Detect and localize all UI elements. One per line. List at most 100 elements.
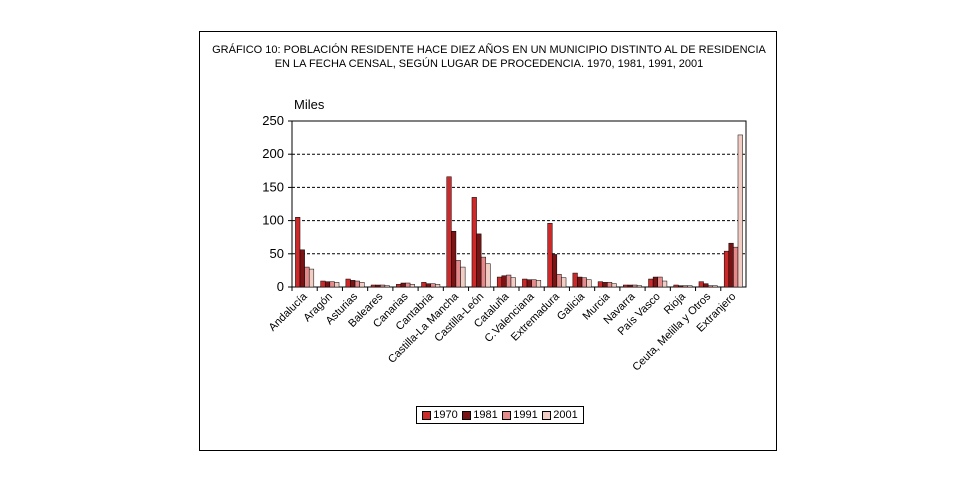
bar-1970 bbox=[673, 284, 679, 288]
bar-1970 bbox=[698, 281, 704, 288]
bar-1970 bbox=[471, 197, 477, 288]
bar-1991 bbox=[480, 256, 487, 288]
bar-1991 bbox=[632, 284, 638, 288]
y-tick-label: 250 bbox=[262, 113, 284, 128]
bar-1981 bbox=[728, 242, 734, 288]
bar-2001 bbox=[384, 285, 390, 288]
legend-item-1981: 1981 bbox=[462, 409, 498, 421]
bar-1991 bbox=[380, 284, 386, 288]
legend-swatch bbox=[462, 410, 472, 420]
bar-2001 bbox=[409, 284, 415, 288]
legend-label: 1970 bbox=[433, 409, 458, 421]
bar-1981 bbox=[501, 275, 507, 288]
bar-1991 bbox=[556, 274, 562, 288]
bar-1991 bbox=[506, 274, 512, 288]
bar-2001 bbox=[308, 268, 315, 288]
chart-title-line-1: GRÁFICO 10: POBLACIÓN RESIDENTE HACE DIE… bbox=[212, 44, 766, 56]
bar-1981 bbox=[602, 282, 608, 288]
bar-1991 bbox=[581, 277, 587, 288]
bar-1981 bbox=[652, 276, 658, 288]
bar-1991 bbox=[405, 282, 411, 288]
bar-2001 bbox=[561, 277, 567, 288]
chart-title-line-2: EN LA FECHA CENSAL, SEGÚN LUGAR DE PROCE… bbox=[274, 58, 704, 70]
bar-1991 bbox=[682, 285, 688, 288]
legend-swatch bbox=[542, 410, 552, 420]
bar-1970 bbox=[496, 276, 503, 288]
bar-1991 bbox=[329, 281, 335, 288]
bar-1981 bbox=[400, 282, 406, 288]
legend-item-1970: 1970 bbox=[422, 409, 458, 421]
bar-2001 bbox=[586, 279, 592, 288]
plot-area bbox=[291, 120, 747, 288]
bar-1981 bbox=[476, 233, 482, 288]
x-tick-label: Andalucía bbox=[267, 290, 311, 334]
bar-1970 bbox=[345, 278, 351, 288]
bar-1981 bbox=[703, 283, 709, 288]
bar-1991 bbox=[455, 260, 461, 288]
legend-swatch bbox=[422, 410, 432, 420]
bar-2001 bbox=[662, 280, 668, 288]
bar-1970 bbox=[396, 284, 402, 288]
bar-1970 bbox=[446, 176, 452, 288]
bar-1970 bbox=[572, 272, 578, 288]
bar-1981 bbox=[350, 280, 356, 288]
legend-label: 1991 bbox=[513, 409, 538, 421]
bar-1991 bbox=[531, 279, 537, 288]
bar-1970 bbox=[295, 217, 301, 288]
bar-1970 bbox=[648, 278, 654, 288]
bar-2001 bbox=[510, 277, 516, 288]
bar-1970 bbox=[370, 284, 376, 288]
bar-1991 bbox=[657, 276, 663, 288]
bar-2001 bbox=[334, 282, 340, 288]
bar-1981 bbox=[324, 281, 331, 288]
legend-label: 2001 bbox=[553, 409, 578, 421]
bar-2001 bbox=[687, 285, 693, 288]
bar-chart: Miles050100150200250AndalucíaAragónAstur… bbox=[262, 97, 747, 373]
bar-2001 bbox=[636, 285, 642, 288]
bar-1970 bbox=[723, 250, 730, 288]
bar-1981 bbox=[577, 276, 583, 288]
bar-1991 bbox=[707, 285, 714, 288]
bar-1981 bbox=[551, 254, 558, 288]
y-tick-label: 200 bbox=[262, 146, 284, 161]
legend-label: 1981 bbox=[473, 409, 498, 421]
bar-1981 bbox=[526, 279, 532, 288]
bar-1991 bbox=[304, 266, 310, 288]
bar-2001 bbox=[535, 280, 542, 288]
y-axis-label: Miles bbox=[294, 97, 325, 112]
y-tick-label: 150 bbox=[262, 179, 284, 194]
bar-1981 bbox=[375, 284, 381, 288]
bar-1970 bbox=[623, 284, 629, 288]
bar-1981 bbox=[627, 284, 633, 288]
bar-1991 bbox=[354, 280, 360, 288]
bar-1981 bbox=[451, 230, 457, 288]
bar-1981 bbox=[299, 249, 305, 288]
bar-1981 bbox=[425, 283, 431, 288]
bar-2001 bbox=[435, 284, 441, 288]
bar-1970 bbox=[597, 281, 603, 288]
bar-1970 bbox=[522, 278, 528, 288]
bar-1970 bbox=[547, 223, 553, 288]
bar-1970 bbox=[320, 280, 326, 288]
chart-legend: 1970 1981 1991 2001 bbox=[416, 406, 584, 424]
legend-item-2001: 2001 bbox=[542, 409, 578, 421]
legend-item-1991: 1991 bbox=[502, 409, 538, 421]
bar-2001 bbox=[737, 134, 743, 288]
x-tick-label: Galicia bbox=[555, 290, 588, 323]
bar-2001 bbox=[485, 263, 491, 288]
y-tick-label: 100 bbox=[262, 213, 284, 228]
chart-frame: GRÁFICO 10: POBLACIÓN RESIDENTE HACE DIE… bbox=[199, 31, 777, 451]
y-tick-label: 0 bbox=[277, 279, 284, 294]
bar-2001 bbox=[712, 285, 718, 288]
legend-swatch bbox=[502, 410, 512, 420]
bar-1991 bbox=[430, 283, 436, 288]
bar-1981 bbox=[678, 285, 684, 288]
y-tick-label: 50 bbox=[270, 246, 284, 261]
bar-2001 bbox=[460, 266, 466, 288]
bar-1970 bbox=[421, 282, 427, 288]
bar-1991 bbox=[607, 282, 613, 288]
bar-2001 bbox=[359, 282, 365, 288]
bar-1991 bbox=[733, 246, 739, 288]
bar-2001 bbox=[611, 283, 617, 288]
chart-title: GRÁFICO 10: POBLACIÓN RESIDENTE HACE DIE… bbox=[200, 43, 778, 71]
